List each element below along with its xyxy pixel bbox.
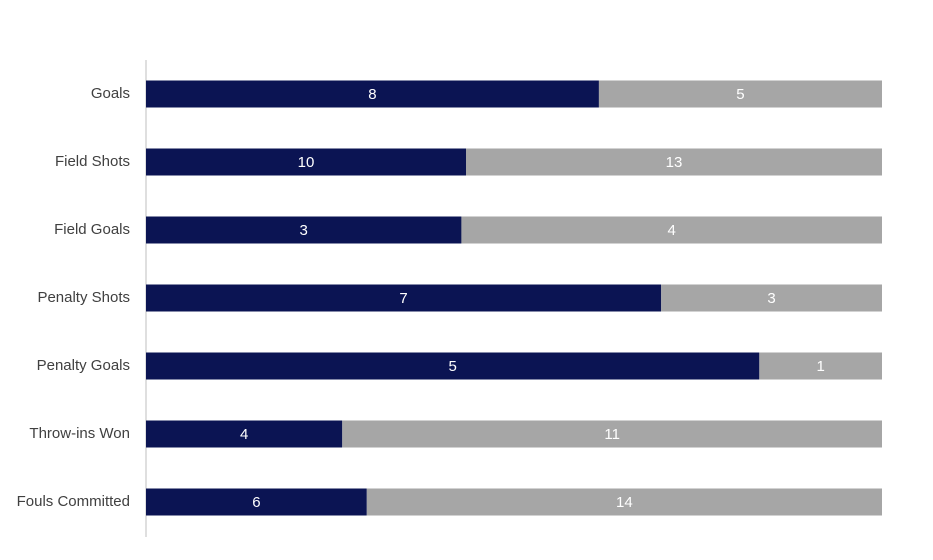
data-label: 4 <box>668 222 676 239</box>
data-label: 14 <box>616 494 633 511</box>
bar-segment <box>342 420 882 448</box>
bar-segment <box>146 80 599 108</box>
bar-segment <box>661 284 882 312</box>
data-label: 3 <box>300 222 308 239</box>
bar-segment <box>146 148 466 176</box>
bar-segment <box>146 216 462 244</box>
bar-segment <box>598 80 882 108</box>
bar-segment <box>146 488 367 516</box>
category-label: Penalty Goals <box>37 357 130 374</box>
category-label: Field Shots <box>55 153 130 170</box>
data-label: 13 <box>666 154 683 171</box>
bar-segment <box>366 488 882 516</box>
bar-segment <box>146 420 343 448</box>
category-label: Throw-ins Won <box>29 425 130 442</box>
data-label: 4 <box>240 426 248 443</box>
data-label: 3 <box>767 290 775 307</box>
data-label: 5 <box>736 86 744 103</box>
data-label: 6 <box>252 494 260 511</box>
bar-segment <box>146 352 760 380</box>
bar-segment <box>466 148 882 176</box>
data-label: 1 <box>816 358 824 375</box>
category-label: Penalty Shots <box>37 289 130 306</box>
category-label: Fouls Committed <box>17 493 130 510</box>
category-label: Goals <box>91 85 130 102</box>
data-label: 8 <box>368 86 376 103</box>
data-label: 11 <box>604 426 620 443</box>
category-label: Field Goals <box>54 221 130 238</box>
data-label: 5 <box>448 358 456 375</box>
bar-segment <box>759 352 882 380</box>
bar-segment <box>461 216 882 244</box>
bar-segment <box>146 284 662 312</box>
data-label: 7 <box>399 290 407 307</box>
data-label: 10 <box>298 154 315 171</box>
